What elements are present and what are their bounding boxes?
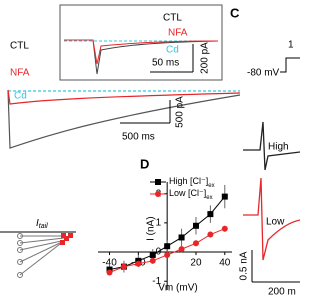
panel-c-letter: C (230, 5, 240, 20)
data-point (149, 257, 156, 264)
x-tick-label: -40 (102, 258, 117, 269)
time-scale-label: 500 ms (122, 132, 155, 143)
data-point (192, 240, 199, 247)
data-point (135, 260, 142, 267)
high-trace (243, 121, 300, 171)
low-label: Low (266, 217, 285, 228)
y-tick-label: 1 (156, 218, 162, 229)
nfa-label: NFA (10, 68, 30, 79)
inset-nfa-trace (64, 39, 219, 65)
x-tick-label: 20 (190, 258, 202, 269)
paired-lines (17, 233, 67, 278)
y-tick-label: -1 (152, 276, 161, 287)
current-scale-label: 500 pA (175, 96, 186, 128)
high-label: High (268, 142, 289, 153)
x-tick-label: 40 (219, 258, 231, 269)
low-trace (243, 177, 300, 261)
data-point (221, 225, 228, 232)
data-point (178, 246, 185, 253)
figure: CTL NFA Cd 500 ms 500 pA CTL NFA Cd 50 m… (0, 4, 300, 298)
data-point (192, 222, 199, 229)
inset-cd-label: Cd (166, 45, 179, 56)
legend-label: Low [Cl⁻]ex (169, 188, 213, 200)
legend-main: Low [Cl⁻] (169, 188, 206, 198)
data-point (207, 231, 214, 238)
data-point (178, 234, 185, 241)
inset-nfa-label: NFA (168, 28, 188, 39)
itail-label: Itail (36, 218, 48, 230)
data-point (164, 251, 171, 258)
data-point (106, 269, 113, 276)
legend-sub: ex (208, 183, 214, 189)
y-tick-label: 0 (156, 247, 162, 258)
data-point (164, 243, 171, 250)
c-current-label: 0.5 nA (239, 251, 250, 280)
data-point (149, 251, 156, 258)
data-point (221, 193, 228, 200)
data-point (120, 263, 127, 270)
ctl-label: CTL (10, 41, 29, 52)
y-axis-label: I (nA) (146, 216, 157, 240)
legend-marker (155, 191, 161, 197)
legend-sub: ex (206, 195, 212, 201)
step-label: 1 (288, 40, 294, 51)
legend-main: High [Cl⁻] (169, 176, 208, 186)
cd-label: Cd (14, 91, 27, 102)
inset-ctl-label: CTL (163, 13, 182, 24)
voltage-protocol (280, 57, 300, 73)
ctl-trace (7, 89, 241, 149)
c-time-label: 200 m (268, 287, 296, 298)
inset-current-label: 200 pA (200, 42, 211, 74)
panel-d-letter: D (140, 156, 149, 171)
inset-time-label: 50 ms (152, 58, 179, 69)
x-axis-label: Vm (mV) (158, 283, 197, 294)
paired-points (60, 233, 73, 245)
legend-marker (155, 179, 161, 185)
panel-d: D -40-202040-1012Vm (mV)I (nA)High [Cl⁻]… (98, 156, 232, 294)
legend-label: High [Cl⁻]ex (169, 176, 215, 188)
holding-label: -80 mV (247, 68, 280, 79)
data-point (207, 211, 214, 218)
nfa-trace (7, 89, 241, 105)
